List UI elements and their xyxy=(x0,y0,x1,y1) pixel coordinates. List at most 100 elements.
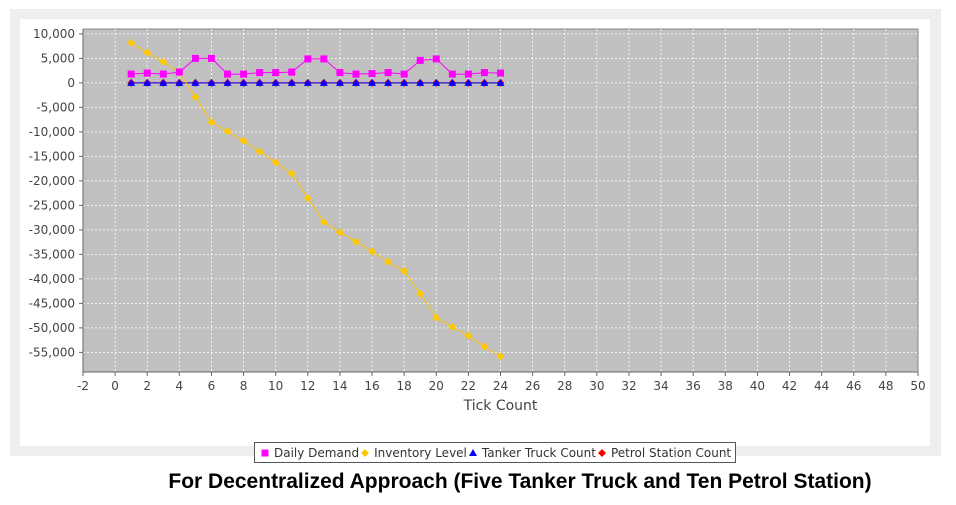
inventory-level-point xyxy=(400,267,409,276)
legend-swatch-daily-demand xyxy=(261,449,269,456)
x-tick-label: 22 xyxy=(461,379,476,393)
x-tick-label: 44 xyxy=(814,379,829,393)
tanker-truck-count-point xyxy=(191,78,200,86)
tanker-truck-count-point xyxy=(287,78,296,86)
x-tick-label: 18 xyxy=(397,379,412,393)
daily-demand-point xyxy=(304,55,312,63)
tanker-truck-count-point xyxy=(384,78,393,86)
inventory-level-point xyxy=(223,127,232,136)
tanker-truck-count-point xyxy=(255,78,264,86)
x-tick-label: 36 xyxy=(686,379,701,393)
x-tick-label: 16 xyxy=(364,379,379,393)
x-tick-label: 46 xyxy=(846,379,861,393)
y-tick-label: -55,000 xyxy=(29,345,75,359)
daily-demand-point xyxy=(175,68,183,76)
daily-demand-point xyxy=(416,56,424,64)
axes: -2 0 2 4 6 8 10 12 14 16 18 20 22 24 26 28 30 32 34 36 38 40 4… xyxy=(29,27,926,393)
x-tick-label: 0 xyxy=(111,379,119,393)
chart-panel: -2 0 2 4 6 8 10 12 14 16 18 20 22 24 26 28 30 32 34 36 38 40 4… xyxy=(20,19,930,463)
tanker-truck-count-point xyxy=(351,78,360,86)
inventory-level-point xyxy=(351,237,360,246)
x-tick-label: 34 xyxy=(653,379,668,393)
x-tick-label: 48 xyxy=(878,379,893,393)
daily-demand-point xyxy=(320,55,328,63)
inventory-level-point xyxy=(303,194,312,203)
daily-demand-point xyxy=(400,70,408,78)
inventory-level-point xyxy=(127,38,136,47)
daily-demand-point xyxy=(432,55,440,63)
x-tick-label: 32 xyxy=(621,379,636,393)
tanker-truck-count-point xyxy=(127,78,136,86)
daily-demand-point xyxy=(207,54,215,62)
x-tick-label: 2 xyxy=(143,379,151,393)
y-tick-label: -40,000 xyxy=(29,272,75,286)
tanker-truck-count-point xyxy=(175,78,184,86)
legend-label: Inventory Level xyxy=(374,445,467,460)
y-tick-label: 0 xyxy=(67,76,75,90)
x-tick-label: 28 xyxy=(557,379,572,393)
tanker-truck-count-series xyxy=(127,78,505,86)
legend-swatch-petrol-station-count xyxy=(597,448,606,457)
daily-demand-point xyxy=(464,70,472,78)
tanker-truck-count-point xyxy=(464,78,473,86)
daily-demand-point xyxy=(288,68,296,76)
x-tick-label: 26 xyxy=(525,379,540,393)
daily-demand-point xyxy=(448,70,456,78)
x-tick-label: -2 xyxy=(77,379,89,393)
tanker-truck-count-point xyxy=(368,78,377,86)
series-layer xyxy=(127,38,505,361)
y-tick-label: -30,000 xyxy=(29,223,75,237)
tanker-truck-count-point xyxy=(223,78,232,86)
inventory-level-point xyxy=(432,313,441,322)
inventory-level-point xyxy=(480,342,489,351)
tanker-truck-count-point xyxy=(159,78,168,86)
inventory-level-point xyxy=(384,257,393,266)
tanker-truck-count-point xyxy=(480,78,489,86)
inventory-level-point xyxy=(207,118,216,127)
inventory-level-point xyxy=(239,136,248,145)
daily-demand-point xyxy=(336,69,344,77)
daily-demand-point xyxy=(191,54,199,62)
x-tick-label: 50 xyxy=(910,379,925,393)
legend-item-tanker-truck-count: Tanker Truck Count xyxy=(467,446,596,460)
x-tick-label: 6 xyxy=(208,379,216,393)
figure-caption: For Decentralized Approach (Five Tanker … xyxy=(168,470,872,493)
y-tick-label: -25,000 xyxy=(29,198,75,212)
inventory-level-point xyxy=(143,48,152,57)
tanker-truck-count-point xyxy=(416,78,425,86)
daily-demand-point xyxy=(480,69,488,77)
x-tick-label: 4 xyxy=(176,379,184,393)
daily-demand-point xyxy=(143,69,151,77)
x-tick-label: 8 xyxy=(240,379,248,393)
inventory-level-point xyxy=(464,331,473,340)
daily-demand-series xyxy=(127,54,504,78)
daily-demand-point xyxy=(384,69,392,77)
x-axis-title: Tick Count xyxy=(463,398,538,414)
daily-demand-point xyxy=(159,70,167,78)
daily-demand-point xyxy=(127,70,135,78)
y-tick-label: 5,000 xyxy=(41,51,75,65)
inventory-level-point xyxy=(255,147,264,156)
daily-demand-point xyxy=(256,69,264,77)
y-tick-label: -10,000 xyxy=(29,125,75,139)
tanker-truck-count-point xyxy=(319,78,328,86)
legend-label: Tanker Truck Count xyxy=(481,445,596,460)
daily-demand-point xyxy=(497,69,504,77)
legend-marker xyxy=(597,448,606,457)
x-tick-label: 24 xyxy=(493,379,508,393)
legend-marker xyxy=(361,448,370,457)
legend-item-inventory-level: Inventory Level xyxy=(359,446,467,460)
inventory-level-point xyxy=(159,57,168,66)
tanker-truck-count-point xyxy=(271,78,280,86)
inventory-level-point xyxy=(368,247,377,256)
x-tick-label: 40 xyxy=(750,379,765,393)
tanker-truck-count-point xyxy=(432,78,441,86)
legend-label: Daily Demand xyxy=(274,445,360,460)
x-tick-label: 42 xyxy=(782,379,797,393)
inventory-level-point xyxy=(287,169,296,178)
tanker-truck-count-point xyxy=(207,78,216,86)
y-tick-label: -35,000 xyxy=(29,247,75,261)
tanker-truck-count-point xyxy=(239,78,248,86)
daily-demand-point xyxy=(240,70,248,78)
y-tick-label: -50,000 xyxy=(29,321,75,335)
